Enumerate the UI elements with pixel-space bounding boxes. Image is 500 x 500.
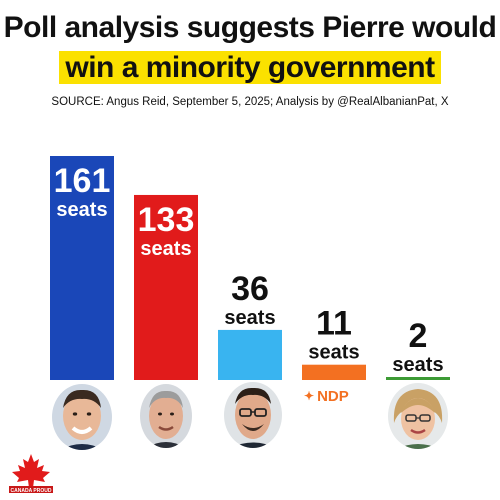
bar-unit-label-4: seats — [392, 354, 443, 376]
bar-value-label-1: 133 — [138, 201, 195, 239]
bar-unit-label-1: seats — [140, 238, 191, 260]
portrait-green — [388, 383, 448, 449]
bar-value-label-0: 161 — [54, 162, 111, 200]
canada-proud-logo: CANADA PROUD — [6, 452, 56, 494]
bar-1 — [134, 194, 198, 380]
title-line-2: win a minority government — [0, 50, 500, 86]
ndp-logo: ✦ NDP — [304, 387, 368, 405]
title-line-1: Poll analysis suggests Pierre would — [3, 11, 497, 44]
ndp-logo-text: NDP — [317, 387, 349, 405]
svg-text:CANADA PROUD: CANADA PROUD — [11, 488, 52, 494]
title-highlight: win a minority government — [59, 51, 441, 84]
bar-value-label-4: 2 — [409, 317, 428, 355]
maple-leaf-icon: ✦ — [304, 389, 315, 403]
portrait-liberal — [140, 384, 192, 448]
bar-2 — [218, 329, 282, 380]
bar-value-label-2: 36 — [231, 270, 269, 308]
bar-0 — [50, 156, 114, 380]
bar-unit-label-3: seats — [308, 342, 359, 364]
source-note: SOURCE: Angus Reid, September 5, 2025; A… — [51, 96, 449, 108]
bar-unit-label-0: seats — [56, 199, 107, 221]
bar-4 — [386, 377, 450, 380]
bar-unit-label-2: seats — [224, 307, 275, 329]
bar-3 — [302, 364, 366, 380]
portrait-bloc — [224, 382, 282, 448]
portrait-conservative — [52, 384, 112, 450]
bar-value-label-3: 11 — [316, 305, 352, 343]
